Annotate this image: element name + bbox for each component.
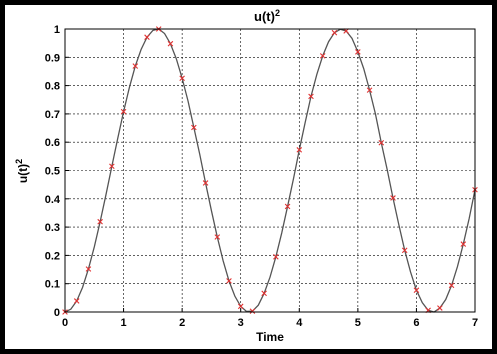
data-point-marker <box>319 53 326 59</box>
chart-title: u(t)2 <box>254 8 280 24</box>
data-point-marker <box>237 303 244 310</box>
data-point-marker <box>132 63 139 69</box>
series-layer <box>62 26 478 315</box>
y-tick-label: 0.8 <box>45 81 60 93</box>
data-point-marker <box>191 124 197 131</box>
y-tick-label: 1 <box>54 24 60 36</box>
data-point-marker <box>120 108 127 115</box>
chart-title-superscript: 2 <box>275 8 280 18</box>
data-point-marker <box>214 234 221 240</box>
data-point-marker <box>249 308 256 314</box>
y-axis-title-text: u(t) <box>16 164 30 183</box>
y-tick-label: 0 <box>54 307 60 319</box>
y-tick-label: 0.4 <box>45 194 61 206</box>
data-point-marker <box>331 29 338 36</box>
data-point-marker <box>401 247 408 254</box>
x-axis-title: Time <box>256 330 284 344</box>
chart-title-text: u(t) <box>254 9 275 24</box>
data-point-marker <box>413 287 420 293</box>
data-point-marker <box>144 34 150 40</box>
x-tick-label: 2 <box>179 317 185 329</box>
data-point-marker <box>437 305 443 311</box>
data-point-marker <box>202 180 209 186</box>
data-point-marker <box>226 278 232 284</box>
grid <box>65 29 475 312</box>
series-line <box>64 28 476 313</box>
data-point-marker <box>390 195 396 201</box>
y-tick-label: 0.1 <box>45 279 60 291</box>
x-tick-label: 5 <box>355 317 361 329</box>
data-point-marker <box>73 298 80 304</box>
y-tick-label: 0.5 <box>45 166 60 178</box>
chart: 0 1 2 3 4 5 6 7 0 0.1 0.2 0.3 0.4 0.5 0.6 0.7 0.8 0.9 1 u(… <box>14 8 478 344</box>
data-point-marker <box>273 254 279 260</box>
x-tick-label: 4 <box>296 317 303 329</box>
data-point-marker <box>167 40 174 47</box>
x-tick-label: 1 <box>121 317 127 329</box>
y-tick-label: 0.3 <box>45 222 60 234</box>
data-point-marker <box>355 49 361 55</box>
data-point-marker <box>296 147 303 153</box>
data-point-marker <box>85 266 92 272</box>
y-axis-title-superscript: 2 <box>14 159 24 164</box>
x-tick-label: 3 <box>238 317 244 329</box>
data-point-marker <box>179 75 185 82</box>
ticks: 0 1 2 3 4 5 6 7 0 0.1 0.2 0.3 0.4 0.5 0.6 0.7 0.8 0.9 1 <box>45 24 478 329</box>
y-tick-label: 0.9 <box>45 52 60 64</box>
y-axis-title: u(t)2 <box>14 159 30 183</box>
x-tick-label: 0 <box>62 317 68 329</box>
data-point-marker <box>448 282 455 289</box>
y-tick-label: 0.2 <box>45 250 60 262</box>
data-point-marker <box>308 93 314 100</box>
y-tick-label: 0.6 <box>45 137 60 149</box>
x-tick-label: 7 <box>472 317 478 329</box>
data-point-marker <box>378 139 385 146</box>
data-point-marker <box>460 241 467 247</box>
data-point-marker <box>97 218 103 225</box>
data-point-marker <box>366 87 373 93</box>
data-point-marker <box>109 163 115 170</box>
data-point-marker <box>284 203 291 210</box>
data-point-marker <box>261 290 267 297</box>
y-tick-label: 0.7 <box>45 109 60 121</box>
x-tick-label: 6 <box>413 317 419 329</box>
